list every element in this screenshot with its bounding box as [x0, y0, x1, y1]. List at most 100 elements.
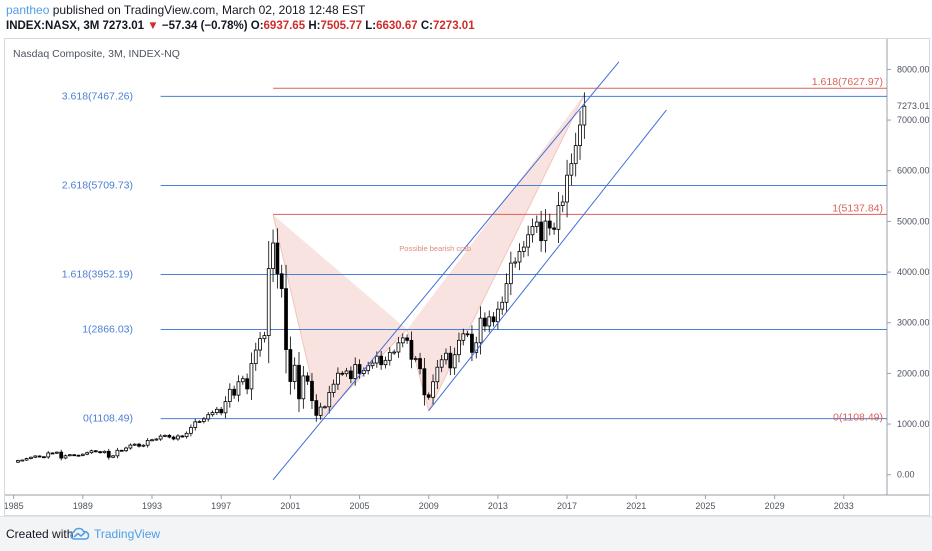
candle-down: [465, 333, 470, 336]
candle-up: [578, 124, 582, 147]
price-change: −57.34 (−0.78%): [161, 20, 248, 32]
symbol-name: INDEX:NASX, 3M: [6, 20, 100, 32]
author-link[interactable]: pantheo: [6, 3, 50, 17]
y-tick-label: 7000.00: [897, 115, 929, 125]
y-tick-label: 2000.00: [897, 368, 929, 378]
pattern-triangle-xab: [273, 214, 408, 419]
candle-up: [210, 412, 215, 416]
pattern-label: Possible bearish crab: [399, 244, 471, 253]
fib-level-label: 0(1108.49): [83, 413, 133, 425]
candle-down: [106, 450, 111, 458]
candle-up: [301, 375, 306, 400]
candle-up: [46, 452, 51, 458]
candle-up: [89, 450, 94, 454]
y-tick-label: 4000.00: [897, 267, 929, 277]
candle-down: [409, 339, 414, 360]
candle-down: [314, 400, 319, 416]
candle-up: [569, 163, 574, 176]
chart-panel[interactable]: 0.00 1000.00 2000.00 3000.00 4000.00 5000.00 6…: [4, 38, 930, 516]
candle-up: [500, 301, 505, 310]
fib-level-label: 1.618(3952.19): [62, 268, 133, 280]
candle-down: [297, 364, 301, 400]
candle-up: [227, 388, 232, 403]
tradingview-cloud-icon: [70, 527, 90, 540]
candle-up: [344, 370, 349, 375]
candle-up: [33, 455, 38, 458]
fib-level-label: 3.618(7467.26): [62, 90, 133, 102]
candle-up: [573, 145, 578, 165]
chart-title: Nasdaq Composite, 3M, INDEX-NQ: [13, 48, 180, 60]
candle-up: [253, 349, 258, 365]
candle-down: [180, 435, 185, 438]
candle-down: [340, 372, 345, 375]
candle-down: [422, 368, 427, 396]
candle-up: [240, 378, 245, 383]
candle-up: [353, 364, 358, 380]
candle-down: [37, 455, 42, 458]
publication-header: pantheo published on TradingView.com, Ma…: [0, 0, 932, 38]
candle-up: [189, 427, 193, 434]
y-tick-label: 5000.00: [897, 216, 929, 226]
close-label: C:: [420, 20, 434, 32]
candle-down: [310, 380, 314, 402]
candle-down: [448, 352, 453, 369]
candle-up: [366, 365, 371, 371]
candle-down: [119, 449, 124, 452]
tradingview-brand[interactable]: TradingView: [94, 527, 161, 541]
y-tick-label: 1000.00: [897, 419, 929, 429]
candle-up: [560, 201, 565, 206]
fib-red-label: 1(5137.84): [832, 202, 883, 214]
price-chart[interactable]: 0.00 1000.00 2000.00 3000.00 4000.00 5000.00 6…: [5, 39, 929, 515]
x-tick-label: 1989: [73, 501, 93, 511]
candle-up: [413, 358, 418, 360]
last-price: 7273.01: [102, 20, 145, 32]
candle-down: [59, 451, 64, 459]
publication-line: pantheo published on TradingView.com, Ma…: [6, 3, 365, 17]
close-value: 7273.01: [433, 20, 475, 32]
tradingview-logo[interactable]: TradingView: [70, 524, 160, 544]
created-with-text: Created with: [6, 527, 74, 541]
fib-red-label: 0(1108.49): [833, 412, 883, 424]
candle-down: [171, 436, 176, 440]
x-tick-label: 2005: [350, 501, 370, 511]
candle-up: [158, 435, 163, 440]
fib-level-label: 1(2866.03): [82, 324, 133, 336]
x-tick-label: 1993: [142, 501, 162, 511]
candle-up: [249, 363, 254, 390]
x-tick-label: 2025: [695, 501, 715, 511]
candle-down: [418, 358, 422, 370]
candle-down: [547, 220, 552, 229]
trend-channel-line: [428, 109, 667, 411]
candle-down: [539, 221, 543, 242]
candle-up: [145, 440, 150, 446]
candle-up: [29, 456, 33, 459]
candle-down: [349, 370, 353, 380]
candle-down: [426, 394, 431, 398]
candle-up: [102, 450, 107, 454]
candle-up: [435, 366, 440, 383]
candle-down: [219, 408, 224, 414]
candle-up: [176, 435, 180, 440]
candle-up: [163, 434, 167, 437]
candle-up: [292, 364, 297, 382]
candle-down: [50, 452, 55, 455]
candle-down: [470, 333, 474, 353]
candle-up: [457, 339, 461, 356]
candle-down: [137, 443, 141, 447]
candle-down: [76, 454, 81, 457]
published-text: published on TradingView.com, March 02, …: [52, 3, 366, 17]
candle-up: [565, 174, 569, 203]
candle-up: [474, 342, 479, 353]
candle-down: [93, 450, 98, 453]
candle-up: [236, 381, 241, 396]
x-tick-label: 2033: [834, 501, 854, 511]
candle-up: [383, 359, 388, 366]
candle-up: [439, 359, 444, 368]
candle-up: [504, 283, 509, 303]
candle-up: [141, 444, 146, 447]
open-value: 6937.65: [263, 20, 306, 32]
candle-down: [98, 451, 102, 454]
candle-up: [496, 308, 500, 323]
candle-up: [513, 261, 518, 264]
candle-down: [42, 456, 46, 459]
